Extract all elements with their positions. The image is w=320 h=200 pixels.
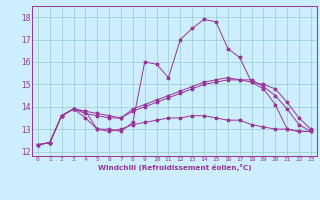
X-axis label: Windchill (Refroidissement éolien,°C): Windchill (Refroidissement éolien,°C) bbox=[98, 164, 251, 171]
